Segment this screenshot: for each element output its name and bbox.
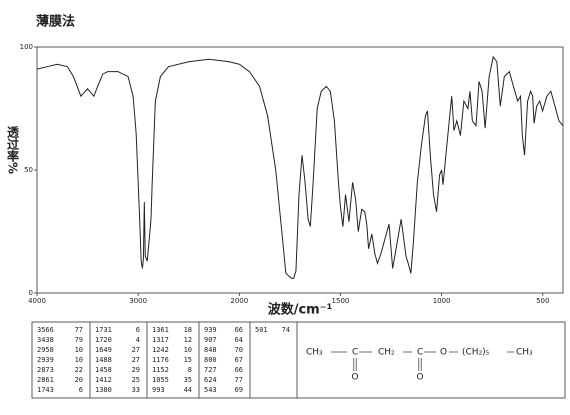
peak-transmittance: 35	[184, 376, 192, 384]
peak-transmittance: 77	[75, 326, 83, 334]
peak-transmittance: 29	[132, 366, 140, 374]
peak-wavenumber: 1380	[95, 386, 112, 394]
x-tick-label: 4000	[28, 297, 46, 305]
x-tick-label: 2000	[230, 297, 248, 305]
peak-wavenumber: 1055	[152, 376, 169, 384]
peak-wavenumber: 907	[204, 336, 217, 344]
peak-wavenumber: 1488	[95, 356, 112, 364]
peak-transmittance: 20	[75, 376, 83, 384]
peak-wavenumber: 1176	[152, 356, 169, 364]
peak-transmittance: 67	[235, 356, 243, 364]
peak-transmittance: 8	[188, 366, 192, 374]
y-axis-label: 透过率%	[6, 126, 20, 174]
peak-wavenumber: 624	[204, 376, 217, 384]
peak-table-frame	[31, 321, 566, 399]
peak-wavenumber: 1649	[95, 346, 112, 354]
peak-transmittance: 69	[235, 386, 243, 394]
peak-wavenumber: 939	[204, 326, 217, 334]
structure-group: (CH₂)₅	[462, 348, 490, 358]
peak-wavenumber: 1242	[152, 346, 169, 354]
peak-wavenumber: 848	[204, 346, 217, 354]
peak-wavenumber: 800	[204, 356, 217, 364]
y-tick-label: 0	[29, 289, 33, 297]
peak-wavenumber: 1152	[152, 366, 169, 374]
peak-wavenumber: 1361	[152, 326, 169, 334]
peak-wavenumber: 1458	[95, 366, 112, 374]
peak-wavenumber: 543	[204, 386, 217, 394]
peak-wavenumber: 2939	[37, 356, 54, 364]
x-axis-label: 波数/cm⁻¹	[268, 302, 333, 318]
peak-wavenumber: 1731	[95, 326, 112, 334]
carbonyl-oxygen: O	[416, 373, 423, 383]
peak-transmittance: 27	[132, 356, 140, 364]
peak-transmittance: 77	[235, 376, 243, 384]
chart-title: 薄膜法	[36, 14, 75, 30]
peak-transmittance: 70	[235, 346, 243, 354]
peak-transmittance: 27	[132, 346, 140, 354]
peak-transmittance: 25	[132, 376, 140, 384]
peak-transmittance: 74	[282, 326, 290, 334]
peak-transmittance: 18	[184, 326, 192, 334]
spectrum-line	[36, 55, 564, 279]
peak-wavenumber: 2873	[37, 366, 54, 374]
carbonyl-oxygen: O	[351, 373, 358, 383]
peak-transmittance: 22	[75, 366, 83, 374]
peak-wavenumber: 501	[255, 326, 268, 334]
y-tick-label: 100	[20, 43, 33, 51]
structure-group: O	[440, 348, 447, 358]
peak-transmittance: 64	[235, 336, 243, 344]
peak-transmittance: 66	[235, 366, 243, 374]
structure-group: CH₃	[306, 348, 323, 358]
peak-transmittance: 10	[184, 346, 192, 354]
peak-wavenumber: 993	[152, 386, 165, 394]
peak-transmittance: 79	[75, 336, 83, 344]
structure-group: CH₂	[378, 348, 395, 358]
peak-wavenumber: 2861	[37, 376, 54, 384]
peak-transmittance: 10	[75, 356, 83, 364]
peak-wavenumber: 1743	[37, 386, 54, 394]
peak-wavenumber: 1720	[95, 336, 112, 344]
x-tick-label: 1500	[332, 297, 350, 305]
peak-transmittance: 44	[184, 386, 192, 394]
peak-transmittance: 15	[184, 356, 192, 364]
x-tick-label: 500	[536, 297, 549, 305]
structure-group: CH₃	[516, 348, 533, 358]
peak-wavenumber: 1317	[152, 336, 169, 344]
peak-wavenumber: 727	[204, 366, 217, 374]
x-tick-label: 1000	[433, 297, 451, 305]
peak-wavenumber: 3566	[37, 326, 54, 334]
peak-transmittance: 4	[136, 336, 140, 344]
structure-group: C	[352, 348, 358, 358]
peak-transmittance: 6	[136, 326, 140, 334]
peak-transmittance: 12	[184, 336, 192, 344]
structure: CH₃ C CH₂ C O (CH₂)₅ CH₃ O O	[306, 348, 533, 383]
peak-transmittance: 33	[132, 386, 140, 394]
peak-transmittance: 6	[79, 386, 83, 394]
peak-wavenumber: 3438	[37, 336, 54, 344]
structure-group: C	[417, 348, 423, 358]
peak-wavenumber: 1412	[95, 376, 112, 384]
x-tick-label: 3000	[129, 297, 147, 305]
y-tick-label: 50	[24, 166, 33, 174]
plot-frame	[36, 46, 564, 294]
peak-transmittance: 66	[235, 326, 243, 334]
peak-wavenumber: 2958	[37, 346, 54, 354]
peak-transmittance: 10	[75, 346, 83, 354]
